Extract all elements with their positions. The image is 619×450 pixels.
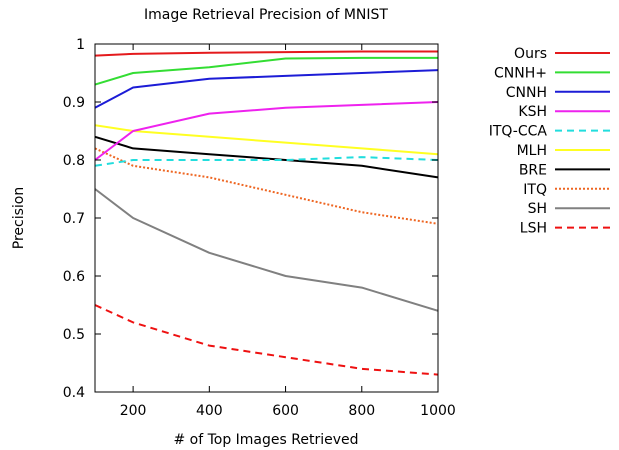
plot-frame [94, 43, 439, 393]
series-line-ours [94, 50, 438, 57]
series-line-cnnh- [94, 56, 438, 86]
series-line-mlh [94, 124, 439, 156]
legend-label-bre: BRE [519, 162, 547, 178]
series-line-sh [94, 188, 439, 312]
axis-ticks: 200 400 600 800 1000 0.4 0.5 0.6 0.7 0.8 0.9 1 [63, 37, 456, 419]
y-axis-label: Precision [11, 187, 27, 249]
y-tick-label: 0.7 [63, 211, 85, 227]
series-line-itq [94, 147, 439, 225]
series-line-itq-cca [94, 156, 439, 167]
legend-label-sh: SH [528, 201, 547, 217]
legend-label-lsh: LSH [520, 221, 547, 237]
legend-label-ours: Ours [514, 46, 547, 62]
series-line-cnnh [94, 69, 439, 109]
x-tick-label: 1000 [420, 403, 456, 419]
y-tick-label: 1 [76, 37, 85, 53]
series-line-bre [94, 135, 439, 179]
y-tick-label: 0.8 [63, 153, 85, 169]
y-tick-label: 0.9 [63, 95, 85, 111]
series-line-lsh [94, 304, 439, 376]
x-tick-label: 200 [120, 403, 147, 419]
y-tick-label: 0.6 [63, 269, 85, 285]
y-tick-label: 0.4 [63, 385, 85, 401]
legend-label-cnnh: CNNH [506, 85, 547, 101]
legend-label-ksh: KSH [518, 104, 547, 120]
legend-label-itq: ITQ [523, 182, 547, 198]
series-line-ksh [94, 101, 439, 161]
x-tick-label: 800 [348, 403, 375, 419]
legend-label-cnnh-: CNNH+ [494, 65, 547, 81]
legend-label-itq-cca: ITQ-CCA [489, 124, 548, 140]
plot-area [94, 50, 439, 376]
chart-title: Image Retrieval Precision of MNIST [144, 7, 388, 23]
y-tick-label: 0.5 [63, 327, 85, 343]
x-tick-label: 400 [196, 403, 223, 419]
x-tick-label: 600 [272, 403, 299, 419]
x-axis-label: # of Top Images Retrieved [173, 432, 358, 448]
legend: Ours CNNH+ CNNH KSH ITQ-CCA MLH BRE ITQ SH LSH [489, 46, 610, 237]
legend-label-mlh: MLH [517, 143, 547, 159]
